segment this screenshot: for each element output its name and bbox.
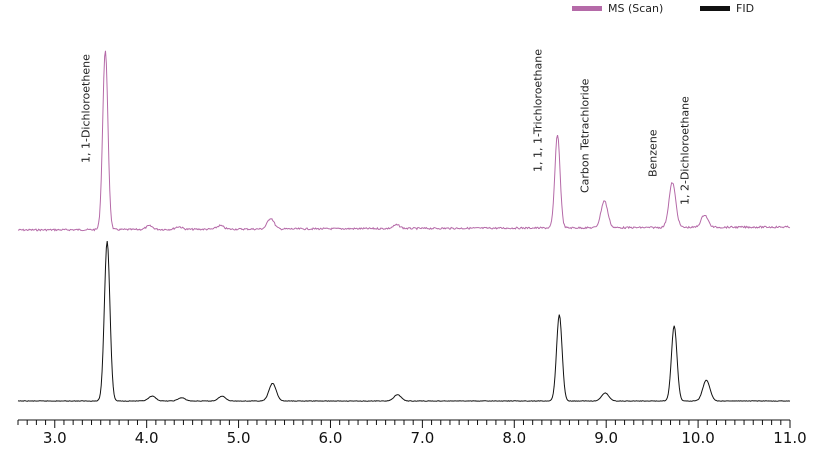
- peak-label: Benzene: [646, 129, 659, 177]
- x-tick-label: 3.0: [43, 429, 67, 447]
- series-line-fid: [17, 241, 791, 402]
- x-tick-label: 5.0: [227, 429, 251, 447]
- x-tick-label: 4.0: [135, 429, 159, 447]
- legend-ms-label: MS (Scan): [608, 2, 664, 15]
- x-tick-label: 8.0: [502, 429, 526, 447]
- x-tick-label: 10.0: [681, 429, 714, 447]
- peak-label: 1, 1, 1-Trichloroethane: [531, 49, 544, 172]
- x-tick-label: 11.0: [773, 429, 806, 447]
- x-tick-label: 7.0: [410, 429, 434, 447]
- peak-label: Carbon Tetrachloride: [578, 78, 591, 193]
- peak-label: 1, 2-Dichloroethane: [679, 96, 692, 205]
- legend-fid-label: FID: [736, 2, 755, 15]
- legend-fid: FID: [700, 2, 754, 15]
- x-tick-label: 9.0: [594, 429, 618, 447]
- legend-ms: MS (Scan): [572, 2, 663, 15]
- x-tick-label: 6.0: [319, 429, 343, 447]
- legend-fid-swatch: [700, 6, 730, 11]
- series-line-ms-scan: [17, 50, 791, 232]
- legend-ms-swatch: [572, 6, 602, 11]
- peak-label: 1, 1-Dichloroethene: [79, 54, 92, 163]
